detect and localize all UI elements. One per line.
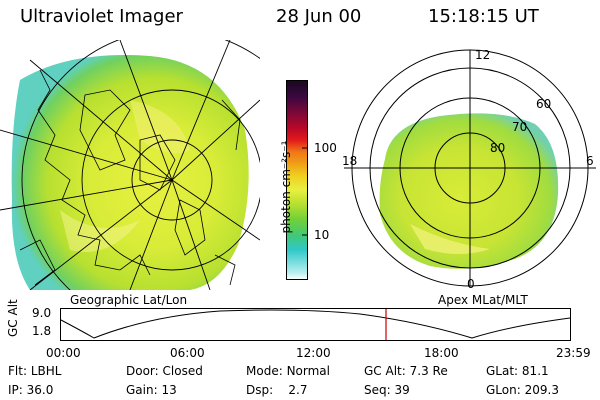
timeline-xtick-0600: 06:00 <box>170 346 205 360</box>
right-panel-caption: Apex MLat/MLT <box>438 293 528 307</box>
timeline-ylabel: GC Alt <box>6 299 20 337</box>
colorbar-tick-100: 100 <box>314 141 337 155</box>
glon-info: GLon: 209.3 <box>486 383 559 397</box>
mlt-label-18: 18 <box>342 154 357 168</box>
timeline-ytick-top: 9.0 <box>32 306 52 320</box>
mode-value: Normal <box>286 364 330 378</box>
mlt-label-6: 6 <box>586 154 594 168</box>
dsp-info: Dsp: 2.7 <box>246 383 308 397</box>
mlat-rings <box>344 49 596 287</box>
timeline-xtick-1200: 12:00 <box>296 346 331 360</box>
filter-value: LBHL <box>30 364 62 378</box>
glat-info: GLat: 81.1 <box>486 364 549 378</box>
mlat-label-80: 80 <box>490 141 505 155</box>
gain-value: 13 <box>161 383 177 397</box>
mlat-label-70: 70 <box>512 120 527 134</box>
gc-alt-info: GC Alt: 7.3 Re <box>364 364 448 378</box>
glat-value: 81.1 <box>521 364 549 378</box>
observation-time: 15:18:15 UT <box>428 6 539 27</box>
timeline-xtick-0000: 00:00 <box>46 346 81 360</box>
timeline-xtick-2359: 23:59 <box>556 346 591 360</box>
seq-info: Seq: 39 <box>364 383 410 397</box>
colorbar-tick-10: 10 <box>314 228 330 242</box>
mlt-label-0: 0 <box>467 277 475 290</box>
glon-value: 209.3 <box>524 383 559 397</box>
instrument-title: Ultraviolet Imager <box>20 6 183 27</box>
auroral-oval <box>379 113 559 269</box>
observation-date: 28 Jun 00 <box>276 6 362 27</box>
door-info: Door: Closed <box>126 364 203 378</box>
ip-info: IP: 36.0 <box>8 383 54 397</box>
intensity-colorbar <box>286 80 308 280</box>
mlt-label-12: 12 <box>475 48 490 62</box>
gain-info: Gain: 13 <box>126 383 177 397</box>
gc-alt-value: 7.3 Re <box>409 364 448 378</box>
timeline-xtick-1800: 18:00 <box>424 346 459 360</box>
geographic-auroral-image <box>0 40 260 290</box>
ip-value: 36.0 <box>26 383 54 397</box>
geographic-grid <box>0 40 260 290</box>
mode-info: Mode: Normal <box>246 364 330 378</box>
left-panel-caption: Geographic Lat/Lon <box>70 293 188 307</box>
mlat-label-60: 60 <box>536 97 551 111</box>
filter-info: Flt: LBHL <box>8 364 62 378</box>
timeline-ytick-bottom: 1.8 <box>32 324 52 338</box>
dsp-value: 2.7 <box>288 383 308 397</box>
door-value: Closed <box>162 364 203 378</box>
orbit-altitude-timeline <box>60 308 571 341</box>
seq-value: 39 <box>394 383 410 397</box>
apex-polar-plot: 12 18 6 0 60 70 80 <box>342 48 596 290</box>
colorbar-unit-label: photon cm⁻²s⁻¹ <box>279 140 293 234</box>
coastlines <box>19 69 241 286</box>
altitude-curve <box>60 309 571 339</box>
